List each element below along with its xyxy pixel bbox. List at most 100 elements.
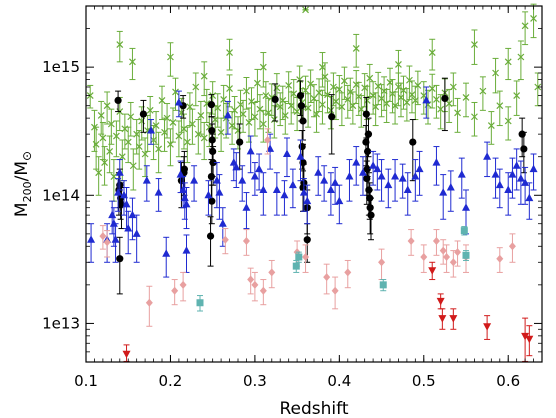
data-point (328, 113, 336, 121)
data-point (373, 164, 382, 173)
data-point (132, 229, 141, 237)
data-point (508, 170, 517, 178)
data-point (454, 109, 461, 117)
data-point (297, 102, 305, 110)
data-point (103, 102, 111, 110)
data-point (270, 116, 278, 123)
data-point (155, 145, 163, 153)
data-point (212, 176, 221, 184)
data-point (352, 158, 361, 166)
data-point (530, 14, 537, 22)
data-point (496, 254, 504, 263)
data-point (182, 199, 191, 208)
data-point (363, 96, 371, 104)
data-point (229, 158, 238, 166)
data-point (521, 178, 530, 186)
data-point (192, 83, 200, 91)
data-point (183, 138, 191, 146)
data-point (521, 332, 530, 341)
data-point (504, 58, 512, 66)
data-point (443, 252, 451, 261)
data-point (296, 152, 305, 160)
data-point (525, 335, 534, 344)
data-point (188, 120, 196, 128)
data-point (266, 144, 275, 152)
data-point (439, 188, 448, 196)
data-point (259, 120, 267, 128)
data-point (405, 76, 413, 84)
data-point (432, 158, 441, 166)
data-point (411, 172, 420, 180)
data-point (432, 236, 440, 245)
data-point (508, 242, 516, 251)
data-point (504, 117, 512, 125)
data-point (369, 161, 378, 169)
data-point (344, 268, 352, 277)
data-point (264, 136, 272, 145)
data-point (196, 299, 204, 307)
data-markers-layer (86, 3, 542, 362)
data-point (253, 79, 261, 87)
x-tick-label: 0.4 (327, 372, 351, 390)
data-point (255, 164, 264, 173)
data-point (352, 44, 360, 52)
data-point (226, 49, 233, 56)
data-point (169, 119, 177, 126)
data-point (335, 86, 343, 93)
data-point (512, 161, 521, 169)
data-point (152, 122, 160, 129)
data-point (145, 298, 153, 307)
data-point (295, 253, 303, 261)
data-point (111, 235, 120, 243)
data-point (99, 134, 107, 142)
x-tick-label: 0.3 (243, 372, 267, 390)
data-point (395, 83, 402, 91)
data-point (428, 85, 436, 93)
data-point (147, 126, 156, 134)
y-axis-title-main: M (12, 202, 32, 217)
y-tick-label: 1e14 (42, 186, 80, 204)
data-point (141, 150, 149, 158)
series-triangle-up (87, 86, 538, 278)
series-diamond (99, 128, 516, 327)
data-point (242, 203, 251, 211)
data-point (521, 22, 529, 30)
data-point (239, 110, 247, 118)
data-point (281, 111, 289, 119)
data-point (457, 170, 466, 178)
data-point (436, 297, 445, 306)
data-point (271, 95, 279, 104)
data-point (409, 138, 417, 146)
axes-layer: 0.1 0.2 0.3 0.4 0.5 0.6 1e13 1e14 1e15 (42, 5, 542, 390)
data-point (366, 74, 374, 82)
data-point (415, 164, 424, 173)
data-point (115, 168, 124, 176)
data-point (296, 91, 305, 100)
data-point (513, 92, 521, 99)
data-point (114, 188, 123, 196)
data-point (92, 140, 100, 148)
data-point (377, 172, 386, 180)
data-point (483, 152, 492, 160)
data-point (420, 252, 428, 261)
data-point (206, 232, 215, 240)
series-square (196, 226, 470, 312)
data-point (414, 81, 422, 89)
data-point (525, 193, 534, 202)
data-point (462, 203, 470, 211)
data-point (332, 98, 340, 105)
data-point (112, 132, 120, 140)
data-point (129, 58, 136, 66)
data-point (307, 80, 315, 88)
data-point (293, 108, 301, 116)
data-point (246, 146, 255, 155)
data-point (101, 159, 109, 166)
data-point (407, 236, 415, 245)
data-point (279, 96, 287, 104)
data-point (122, 350, 131, 359)
data-point (296, 76, 304, 83)
data-point (327, 106, 335, 114)
data-point (408, 91, 416, 99)
data-point (248, 98, 255, 105)
data-point (124, 138, 132, 146)
